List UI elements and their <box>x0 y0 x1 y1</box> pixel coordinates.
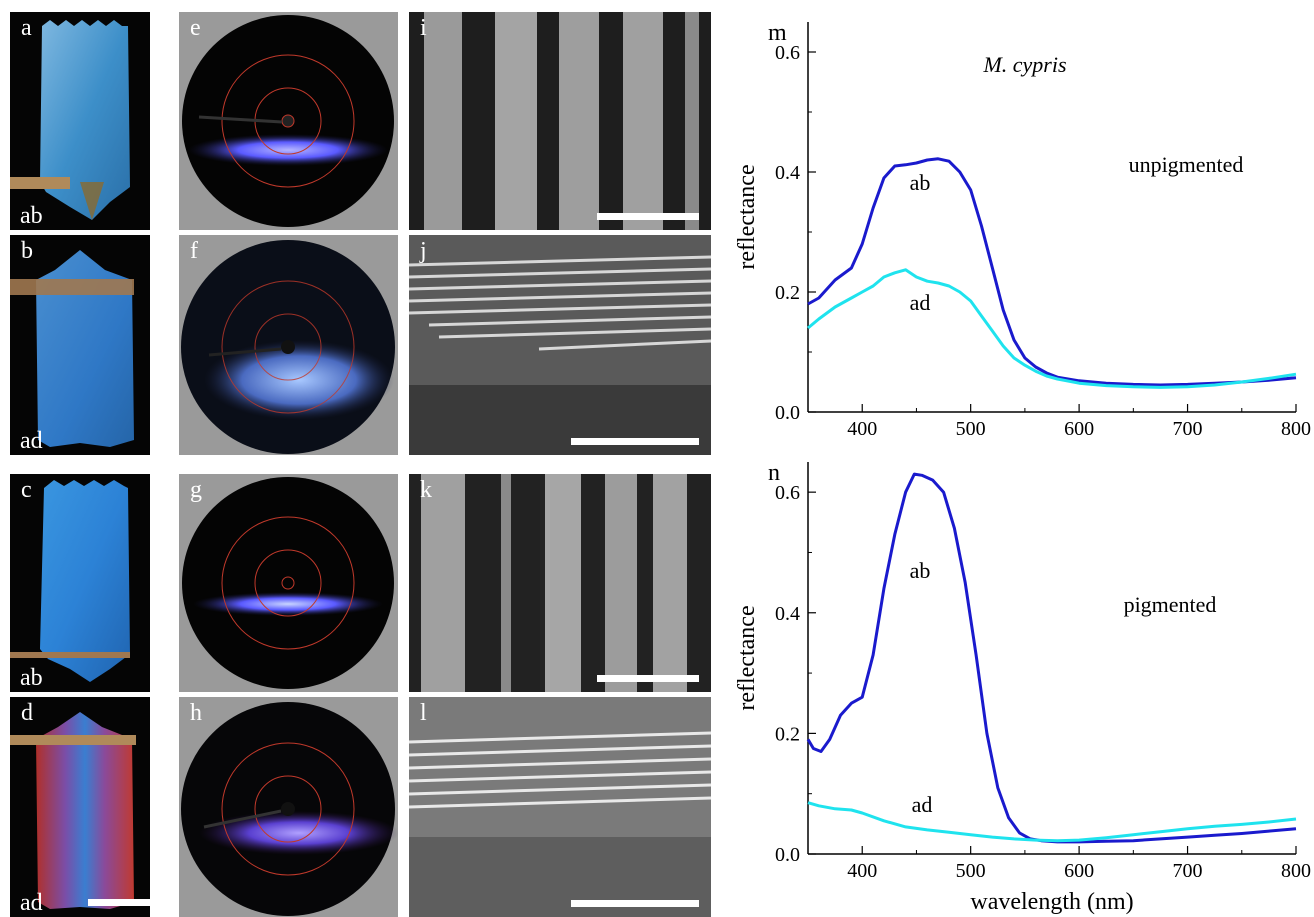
scale-bar <box>88 899 150 906</box>
sem-panel-i: i <box>409 12 711 230</box>
scale-bar <box>571 438 699 445</box>
x-tick-label-n: 400 <box>847 860 877 882</box>
x-axis-label-n: wavelength (nm) <box>970 889 1133 915</box>
panel-label-b: b <box>21 238 33 264</box>
sem-panel-l: l <box>409 697 711 917</box>
scale-photo-b <box>10 250 134 447</box>
scatter-panel-e: e <box>179 12 398 230</box>
panel-label-l: l <box>420 700 427 726</box>
x-tick-label-m: 700 <box>1173 418 1203 440</box>
photo-panel-d: d ad <box>10 697 150 917</box>
y-tick-label-m: 0.2 <box>775 282 800 304</box>
x-tick-label-n: 600 <box>1064 860 1094 882</box>
series-label-ad-m: ad <box>910 290 931 315</box>
panel-label-j: j <box>420 238 427 264</box>
panel-label-e: e <box>190 15 201 41</box>
panel-label-g: g <box>190 477 202 503</box>
x-tick-label-m: 400 <box>847 418 877 440</box>
scale-photo-c <box>10 480 130 682</box>
chart-subtitle-n: pigmented <box>1124 592 1217 617</box>
series-line-ab-n <box>806 472 1297 844</box>
y-axis-label-m: reflectance <box>734 164 760 269</box>
y-tick-label-n: 0.2 <box>775 723 800 745</box>
panel-label-i: i <box>420 15 427 41</box>
sem-ridges-k <box>409 474 711 692</box>
series-label-ab-m: ab <box>910 170 931 195</box>
scale-bar <box>597 213 699 220</box>
panel-label-n: n <box>768 460 780 486</box>
scatter-panel-g: g <box>179 474 398 692</box>
scatterogram-e <box>182 15 394 227</box>
y-tick-label-n: 0.4 <box>775 603 800 625</box>
panel-label-m: m <box>768 20 787 46</box>
photo-panel-a: a ab <box>10 12 150 230</box>
scale-photo-a <box>10 20 130 220</box>
panel-label-c: c <box>21 477 32 503</box>
photo-panel-c: c ab <box>10 474 150 692</box>
scatter-panel-h: h <box>179 697 398 917</box>
panel-label-d: d <box>21 700 33 726</box>
series-line-ab-m <box>807 157 1297 387</box>
scatterogram-h <box>181 702 398 916</box>
side-label-a: ab <box>20 203 43 229</box>
panel-label-f: f <box>190 238 198 264</box>
chart-subtitle-m: unpigmented <box>1129 152 1244 177</box>
y-tick-label-m: 0.4 <box>775 162 800 184</box>
series-label-ad-n: ad <box>912 792 933 817</box>
series-line-ad-m <box>807 268 1297 389</box>
x-tick-label-n: 700 <box>1173 860 1203 882</box>
y-tick-label-m: 0.6 <box>775 42 800 64</box>
sem-crosssection-j <box>409 235 711 455</box>
x-tick-label-n: 800 <box>1281 860 1311 882</box>
panel-label-k: k <box>420 477 432 503</box>
sem-ridges-i <box>409 12 711 230</box>
panel-label-h: h <box>190 700 202 726</box>
scale-photo-d <box>10 712 136 909</box>
side-label-c: ab <box>20 665 43 691</box>
y-tick-label-m: 0.0 <box>775 402 800 424</box>
x-tick-label-m: 800 <box>1281 418 1311 440</box>
sem-crosssection-l <box>409 697 711 917</box>
side-label-b: ad <box>20 428 43 454</box>
series-label-ab-n: ab <box>910 558 931 583</box>
sem-panel-j: j <box>409 235 711 455</box>
scatterogram-g <box>182 477 394 689</box>
scale-bar <box>571 900 699 907</box>
x-tick-label-n: 500 <box>956 860 986 882</box>
chart-title-m: M. cypris <box>982 52 1066 77</box>
y-tick-label-n: 0.6 <box>775 482 800 504</box>
sem-panel-k: k <box>409 474 711 692</box>
series-line-ad-n <box>807 801 1297 843</box>
photo-panel-b: b ad <box>10 235 150 455</box>
side-label-d: ad <box>20 890 43 916</box>
panel-label-a: a <box>21 15 32 41</box>
y-axis-label-n: reflectance <box>734 605 760 710</box>
scale-bar <box>597 675 699 682</box>
y-tick-label-n: 0.0 <box>775 844 800 866</box>
x-tick-label-m: 500 <box>956 418 986 440</box>
x-tick-label-m: 600 <box>1064 418 1094 440</box>
scatter-panel-f: f <box>179 235 398 455</box>
scatterogram-f <box>181 240 395 454</box>
